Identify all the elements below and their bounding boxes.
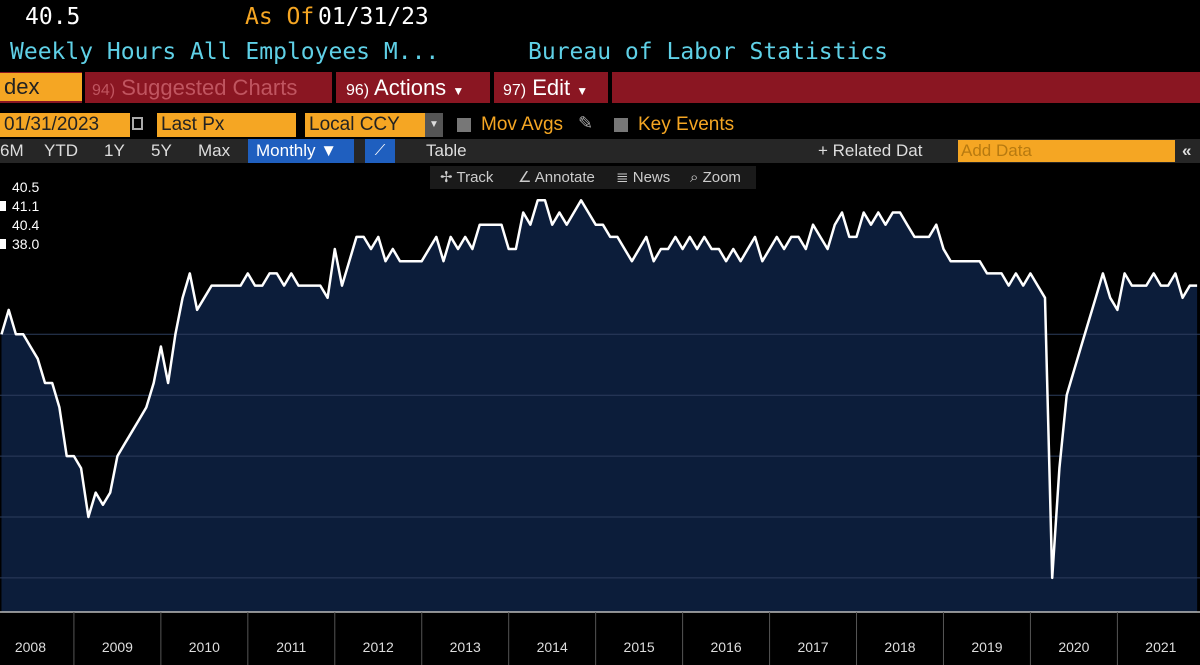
x-tick-label: 2013: [450, 639, 481, 655]
chart: 2008 2009 2010 2011 2012 2013 2014 2015 2016 2017…: [0, 199, 1200, 665]
menu-number: 96): [346, 82, 370, 99]
x-tick-label: 2015: [624, 639, 655, 655]
dropdown-arrow: ▼: [452, 84, 465, 98]
collapse-button[interactable]: «: [1182, 141, 1192, 160]
area: [1, 200, 1198, 613]
index-tab[interactable]: dex: [0, 73, 84, 101]
range-button[interactable]: Max: [198, 141, 231, 160]
chart-icon-button[interactable]: ⟋: [365, 139, 395, 163]
dropdown-arrow: ▼: [576, 84, 589, 98]
date-input[interactable]: 01/31/2023: [0, 113, 130, 137]
range-button[interactable]: YTD: [44, 141, 78, 160]
table-button[interactable]: Table: [426, 141, 467, 160]
range-button[interactable]: 1Y: [104, 141, 125, 160]
track-tool[interactable]: ✢ Track: [440, 169, 494, 186]
legend-value: 41.1: [12, 198, 40, 214]
checkbox[interactable]: [457, 118, 471, 132]
legend-swatch: [0, 239, 6, 249]
menu-label: Suggested Charts: [121, 75, 298, 100]
x-tick-label: 2020: [1058, 639, 1089, 655]
zoom-tool[interactable]: ⌕ Zoom: [690, 169, 741, 186]
x-tick-label: 2009: [102, 639, 133, 655]
calendar-icon[interactable]: [132, 117, 143, 130]
separator: [332, 72, 336, 103]
key-events-label: Key Events: [638, 114, 735, 135]
frequency-button[interactable]: Monthly ▼: [248, 139, 354, 163]
menu-label: Actions: [374, 75, 447, 100]
annotate-tool[interactable]: ∠ Annotate: [518, 169, 595, 186]
x-tick-label: 2016: [711, 639, 742, 655]
tool-label: News: [632, 169, 671, 186]
checkbox[interactable]: [614, 118, 628, 132]
x-tick-label: 2011: [276, 639, 306, 655]
x-tick-label: 2021: [1145, 639, 1176, 655]
actions-menu[interactable]: 96) Actions ▼: [346, 74, 464, 105]
x-tick-label: 2008: [15, 639, 46, 655]
related-data-button[interactable]: + Related Dat: [818, 141, 923, 160]
x-tick-label: 2017: [797, 639, 828, 655]
legend-row: 40.5: [0, 178, 52, 197]
menu-number: 97): [503, 82, 527, 99]
separator: [608, 72, 612, 103]
menu-label: Edit: [532, 75, 571, 100]
news-tool[interactable]: ≣ News: [616, 169, 671, 186]
separator: [82, 72, 85, 103]
range-button[interactable]: 6M: [0, 141, 24, 160]
as-of-label: As Of: [245, 4, 315, 30]
legend-value: 40.5: [12, 179, 40, 195]
last-price: 40.5: [25, 4, 81, 30]
dropdown-arrow[interactable]: ▼: [425, 113, 443, 137]
tool-label: Track: [456, 169, 494, 186]
as-of-date: 01/31/23: [318, 4, 429, 30]
legend-swatch: [0, 201, 6, 211]
x-tick-label: 2018: [884, 639, 915, 655]
add-data-input[interactable]: Add Data: [958, 140, 1175, 162]
legend-value: 40.4: [12, 217, 40, 233]
x-tick-label: 2012: [363, 639, 394, 655]
source: Bureau of Labor Statistics: [528, 39, 889, 65]
frequency-label: Monthly: [256, 141, 316, 160]
x-tick-label: 2019: [971, 639, 1002, 655]
x-tick-label: 2010: [189, 639, 220, 655]
legend-value: 38.0: [12, 236, 40, 252]
security-name: Weekly Hours All Employees M...: [10, 39, 440, 65]
legend-row: 40.4: [0, 216, 52, 235]
mov-avgs-label: Mov Avgs: [481, 114, 564, 135]
separator: [490, 72, 494, 103]
edit-menu[interactable]: 97) Edit ▼: [503, 74, 588, 105]
legend: 40.5 41.1 40.4 38.0: [0, 178, 52, 258]
chart-toolbar: [430, 166, 756, 189]
currency-select[interactable]: Local CCY: [305, 113, 427, 137]
legend-row: 41.1: [0, 197, 52, 216]
line: [0, 199, 1198, 580]
tool-label: Annotate: [534, 169, 595, 186]
menu-number: 94): [92, 82, 116, 99]
related-data-label: Related Dat: [832, 141, 923, 160]
suggested-charts[interactable]: 94) Suggested Charts: [92, 74, 297, 105]
x-tick-label: 2014: [537, 639, 568, 655]
pencil-icon[interactable]: ✎: [578, 113, 594, 133]
tool-label: Zoom: [702, 169, 741, 186]
field-select[interactable]: Last Px: [157, 113, 296, 137]
range-button[interactable]: 5Y: [151, 141, 172, 160]
legend-row: 38.0: [0, 235, 52, 254]
menu-bar: [0, 72, 1200, 103]
